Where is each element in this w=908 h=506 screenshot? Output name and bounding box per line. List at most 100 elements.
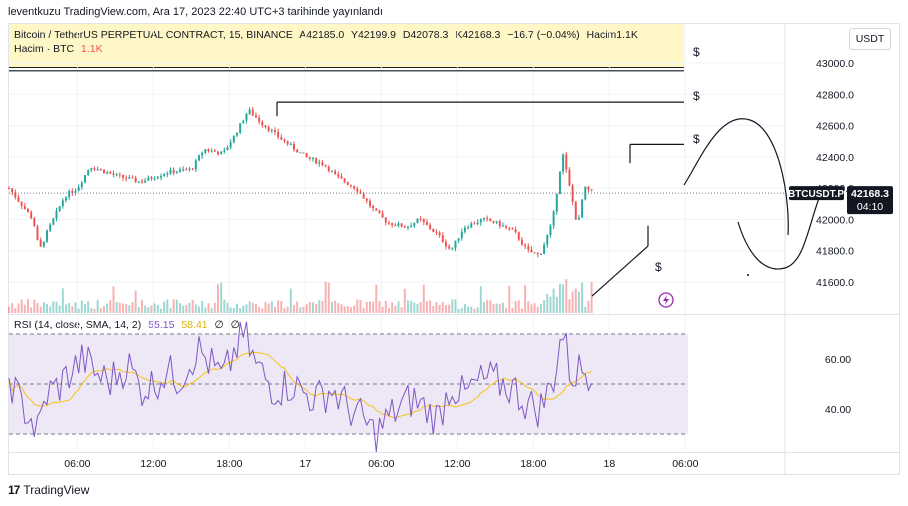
candle-body (27, 208, 29, 213)
candle (17, 195, 20, 203)
candle-body (527, 246, 530, 250)
candle-body (194, 160, 197, 170)
tradingview-logo-text: TradingView (23, 483, 90, 497)
candle (558, 171, 561, 195)
candle (156, 175, 159, 180)
candle (128, 174, 131, 179)
candle-body (11, 188, 14, 193)
volume-bar (185, 305, 188, 313)
volume-bar (87, 301, 90, 313)
volume-bar (378, 301, 381, 313)
candle-body (150, 177, 153, 179)
dollar-label-4: $ (655, 260, 662, 274)
candle-body (413, 222, 416, 227)
candle (99, 168, 102, 171)
rsi-sma-line (8, 351, 592, 419)
candle (213, 148, 216, 152)
candle (498, 219, 501, 229)
currency-button[interactable]: USDT (849, 28, 891, 50)
candle (270, 128, 273, 134)
candle (52, 217, 55, 226)
candle-body (248, 109, 251, 114)
volume-bar (555, 296, 558, 313)
rsi-extra-1: ∅ (214, 319, 224, 331)
volume-legend[interactable]: Hacim · BTC 1.1K (14, 43, 107, 55)
candle-body (61, 200, 64, 207)
volume-bar (562, 284, 565, 313)
candle-body (406, 227, 409, 229)
volume-bar (286, 306, 289, 313)
volume-bar (283, 308, 286, 313)
candle (210, 148, 213, 153)
volume-bar (280, 301, 283, 313)
volume-bar (337, 303, 340, 313)
candle-body (144, 180, 147, 183)
candle (84, 174, 86, 184)
candle-body (23, 206, 26, 209)
candle (261, 120, 264, 128)
candle-body (324, 165, 327, 167)
candle-body (87, 170, 90, 176)
volume-bar (552, 288, 555, 313)
candles (8, 106, 593, 258)
candle (305, 152, 308, 158)
volume-bar (533, 303, 536, 313)
candle-body (536, 252, 539, 255)
candle (235, 132, 238, 138)
candle (410, 222, 413, 228)
candle (435, 229, 438, 236)
candle-body (476, 222, 479, 224)
candle-body (55, 210, 58, 219)
volume-bar (258, 306, 261, 313)
candle-body (555, 193, 558, 212)
candle (397, 221, 400, 228)
volume-bar (27, 299, 29, 313)
volume-bar (321, 301, 324, 313)
volume-bar (577, 291, 580, 313)
volume-bar (147, 307, 150, 313)
volume-bar (429, 300, 432, 313)
time-tick-3: 17 (300, 458, 312, 470)
legend-low: D42078.3 (402, 29, 449, 41)
lightning-icon[interactable] (658, 292, 674, 308)
candle-body (587, 186, 590, 190)
candle (492, 220, 495, 224)
volume-bar (359, 299, 362, 313)
candle (169, 167, 172, 175)
dollar-label-1: $ (693, 45, 700, 59)
time-tick-6: 18:00 (520, 458, 546, 470)
volume-bar (103, 305, 105, 313)
candle-body (8, 188, 10, 190)
candle (188, 166, 191, 172)
candle-body (223, 150, 226, 152)
volume-bar (444, 304, 447, 313)
candle (55, 207, 58, 222)
volume-bar (539, 303, 542, 313)
candle-body (505, 225, 508, 228)
legend-volume: Hacim1.1K (586, 29, 638, 41)
volume-bar (254, 304, 257, 313)
candle-body (492, 221, 495, 223)
volume-bar (463, 304, 466, 313)
volume-bar (501, 302, 504, 313)
price-tick-1: 42800.0 (816, 89, 854, 101)
candle-body (343, 178, 346, 183)
candle (201, 151, 204, 159)
volume-bar (311, 302, 314, 313)
tradingview-logo[interactable]: 17 TradingView (8, 483, 89, 497)
time-tick-2: 18:00 (216, 458, 242, 470)
volume-bar (413, 302, 416, 313)
candle (23, 202, 26, 210)
candle (207, 148, 210, 153)
candle-body (438, 232, 441, 236)
candle (204, 148, 207, 155)
trend-line (591, 245, 649, 297)
candle-body (334, 171, 337, 174)
candle (141, 178, 143, 184)
volume-bar (391, 302, 394, 313)
candle-body (182, 169, 185, 171)
volume-bar (194, 304, 197, 313)
candle-body (191, 168, 194, 170)
volume-bar (324, 281, 327, 313)
